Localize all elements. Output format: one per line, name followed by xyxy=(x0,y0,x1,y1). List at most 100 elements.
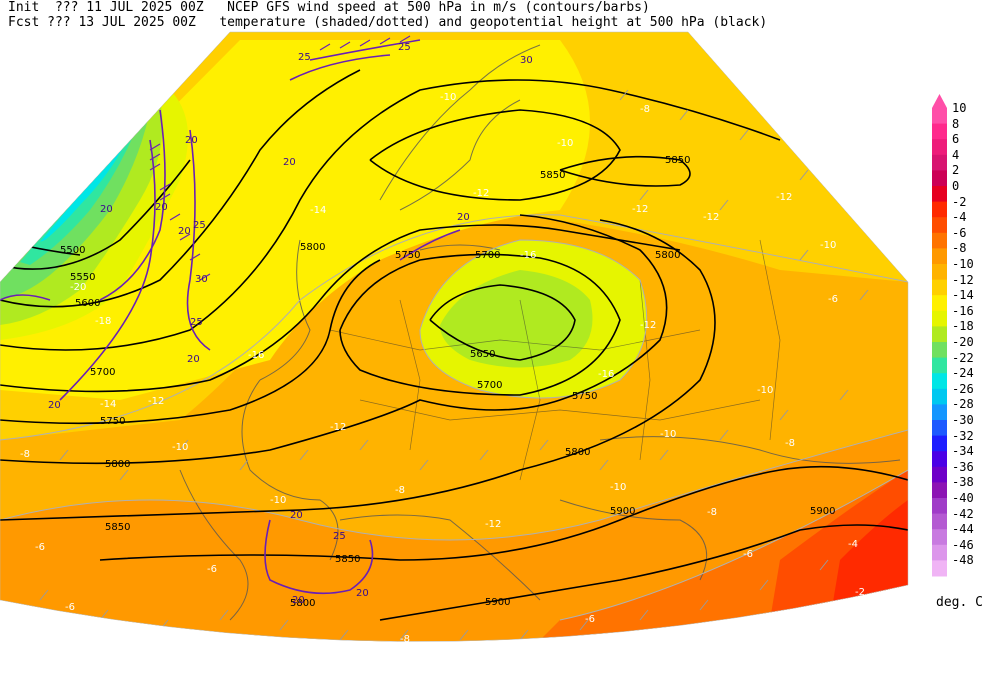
header-line-1: Init ??? 11 JUL 2025 00Z NCEP GFS wind s… xyxy=(8,1,650,15)
wind-label: 30 xyxy=(195,274,208,285)
colorbar-level-label: 2 xyxy=(952,163,960,178)
temp-label: -12 xyxy=(776,192,792,203)
height-label: 5750 xyxy=(395,250,420,261)
wind-label: 20 xyxy=(292,595,305,606)
colorbar-swatch xyxy=(932,466,947,483)
colorbar xyxy=(932,94,947,577)
colorbar-swatch xyxy=(932,108,947,125)
colorbar-arrow xyxy=(932,94,947,108)
colorbar-level-label: -46 xyxy=(952,537,974,552)
colorbar-swatch xyxy=(932,279,947,296)
temp-label: -18 xyxy=(95,316,111,327)
height-label: 5800 xyxy=(565,447,590,458)
height-label: 5850 xyxy=(335,554,360,565)
temp-label: -12 xyxy=(473,188,489,199)
height-label: 5500 xyxy=(60,245,85,256)
temp-label: -8 xyxy=(20,449,30,460)
temperature-contours xyxy=(0,214,908,621)
height-label: 5800 xyxy=(300,242,325,253)
temp-label: -12 xyxy=(485,519,501,530)
temp-label: -16 xyxy=(598,369,614,380)
temp-label: -2 xyxy=(855,587,865,598)
colorbar-swatch xyxy=(932,310,947,327)
temp-label: -12 xyxy=(330,422,346,433)
colorbar-level-label: -40 xyxy=(952,491,974,505)
temp-label: -14 xyxy=(100,399,116,410)
height-label: 5850 xyxy=(105,522,130,533)
temp-label: -12 xyxy=(703,212,719,223)
colorbar-swatch xyxy=(932,451,947,468)
colorbar-level-label: -16 xyxy=(952,303,974,318)
colorbar-swatch xyxy=(932,264,947,281)
colorbar-swatch xyxy=(932,513,947,530)
height-label: 5900 xyxy=(610,506,635,517)
temp-label: -12 xyxy=(148,396,164,407)
colorbar-swatch xyxy=(932,139,947,156)
colorbar-level-label: -22 xyxy=(952,350,974,365)
wind-label: 20 xyxy=(187,354,200,365)
temp-label: -8 xyxy=(707,507,717,518)
colorbar-swatch xyxy=(932,123,947,140)
wind-label: 25 xyxy=(298,52,311,63)
colorbar-swatch xyxy=(932,217,947,234)
wind-label: 25 xyxy=(398,42,411,53)
colorbar-swatch xyxy=(932,435,947,452)
colorbar-swatch xyxy=(932,529,947,546)
temp-label: -6 xyxy=(35,542,45,553)
colorbar-swatch xyxy=(932,170,947,187)
temp-label: -10 xyxy=(557,138,573,149)
colorbar-swatch xyxy=(932,357,947,374)
colorbar-swatch xyxy=(932,232,947,249)
colorbar-swatch xyxy=(932,342,947,359)
colorbar-level-label: -48 xyxy=(952,553,974,568)
temp-label: -8 xyxy=(400,634,410,645)
colorbar-swatch xyxy=(932,201,947,218)
colorbar-level-label: -10 xyxy=(952,257,974,271)
temp-label: -8 xyxy=(785,438,795,449)
temp-label: -12 xyxy=(640,320,656,331)
colorbar-swatch xyxy=(932,326,947,343)
colorbar-level-label: -44 xyxy=(952,522,974,537)
wind-label: 20 xyxy=(283,157,296,168)
colorbar-level-label: -12 xyxy=(952,272,974,287)
wind-label: 20 xyxy=(290,510,303,521)
temp-label: -10 xyxy=(440,92,456,103)
wind-label: 20 xyxy=(185,135,198,146)
height-label: 5800 xyxy=(290,598,315,609)
borders xyxy=(329,239,781,481)
colorbar-level-label: -28 xyxy=(952,397,974,412)
temp-label: -8 xyxy=(395,485,405,496)
colorbar-level-label: -42 xyxy=(952,506,974,521)
height-label: 5550 xyxy=(70,272,95,283)
colorbar-swatch xyxy=(932,388,947,405)
wind-label: 25 xyxy=(333,531,346,542)
forecast-time: Fcst ??? 13 JUL 2025 00Z xyxy=(8,15,196,30)
colorbar-level-label: -32 xyxy=(952,428,974,443)
wind-label: 20 xyxy=(457,212,470,223)
height-label: 5900 xyxy=(810,506,835,517)
colorbar-level-label: -36 xyxy=(952,459,974,474)
colorbar-swatch xyxy=(932,295,947,312)
wind-label: 20 xyxy=(356,588,369,599)
colorbar-swatch xyxy=(932,154,947,171)
temp-label: -10 xyxy=(757,385,773,396)
wind-label: 20 xyxy=(48,400,61,411)
title-temperature: temperature (shaded/dotted) and geopoten… xyxy=(219,15,768,30)
temp-label: -6 xyxy=(743,549,753,560)
colorbar-swatch xyxy=(932,373,947,390)
colorbar-level-label: -8 xyxy=(952,241,967,256)
wind-label: 25 xyxy=(190,317,203,328)
temp-label: -10 xyxy=(270,495,286,506)
wind-label: 30 xyxy=(520,55,533,66)
wind-label: 20 xyxy=(155,202,168,213)
colorbar-level-label: 0 xyxy=(952,179,960,193)
temp-label: -4 xyxy=(848,539,858,550)
height-label: 5800 xyxy=(105,459,130,470)
wind-label: 20 xyxy=(100,204,113,215)
temp-label: -14 xyxy=(310,205,326,216)
colorbar-swatch xyxy=(932,560,947,577)
colorbar-swatch xyxy=(932,248,947,265)
temp-label: -6 xyxy=(585,614,595,625)
temp-label: -10 xyxy=(820,240,836,251)
